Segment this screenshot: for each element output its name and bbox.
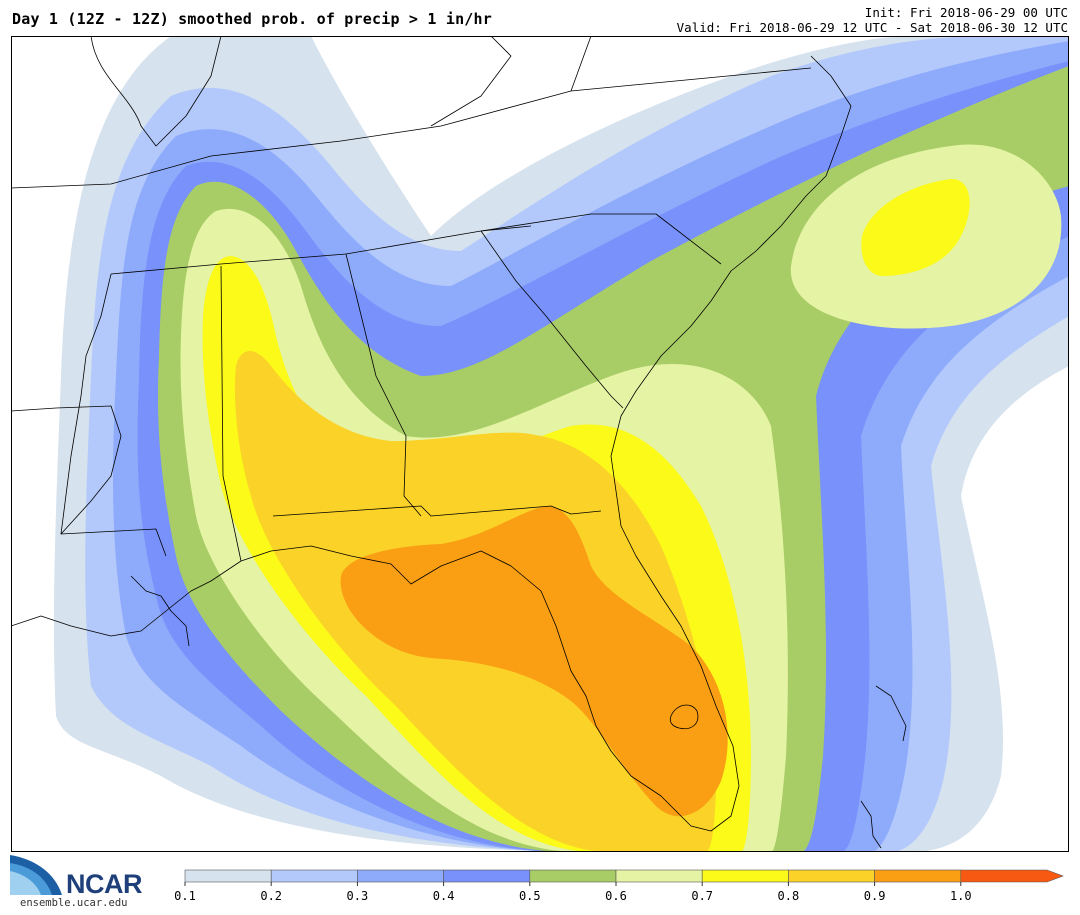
colorbar-tick-label: 0.3 xyxy=(347,889,369,903)
contour-0-9 xyxy=(340,506,728,817)
colorbar-tick-label: 0.4 xyxy=(433,889,455,903)
border-ga-sc-river xyxy=(480,230,624,409)
border-ar-ms xyxy=(60,273,112,535)
init-time: Init: Fri 2018-06-29 00 UTC xyxy=(864,5,1068,20)
ncar-logo: NCAR ensemble.ucar.edu xyxy=(10,855,170,911)
probability-map xyxy=(11,36,1069,852)
border-ms-al xyxy=(220,265,242,562)
border-kentucky-rivers xyxy=(90,36,222,147)
colorbar-segment xyxy=(960,869,1064,883)
colorbar-segment xyxy=(788,869,875,883)
site-url: ensemble.ucar.edu xyxy=(20,897,128,909)
probability-contours xyxy=(53,36,1069,852)
border-al-ga xyxy=(345,253,422,517)
border-fl-ga-al xyxy=(272,505,602,517)
colorbar-segment xyxy=(357,869,444,883)
colorbar-tick-label: 0.7 xyxy=(691,889,713,903)
colorbar-tick-label: 0.1 xyxy=(175,889,196,903)
border-la-ms xyxy=(55,405,167,557)
border-wv-va xyxy=(430,36,592,127)
colorbar-segment xyxy=(184,869,272,883)
border-nc-sc xyxy=(480,213,722,265)
colorbar-segment xyxy=(270,869,358,883)
colorbar-tick-label: 0.8 xyxy=(778,889,800,903)
colorbar-segment xyxy=(701,869,789,883)
colorbar-segment xyxy=(529,869,617,883)
colorbar-tick-label: 0.5 xyxy=(519,889,541,903)
lake-okeechobee xyxy=(669,704,699,730)
colorbar-segment xyxy=(443,869,531,883)
state-boundaries-and-coastlines xyxy=(11,36,907,849)
colorbar-tick-label: 0.9 xyxy=(864,889,886,903)
colorbar-tick-label: 1.0 xyxy=(950,889,972,903)
colorbar-segment xyxy=(615,869,703,883)
colorbar-tick-label: 0.6 xyxy=(605,889,627,903)
colorbar-tick-label: 0.2 xyxy=(260,889,282,903)
border-la-west xyxy=(11,407,57,412)
gulf-coastline xyxy=(11,55,852,832)
bahamas-coast xyxy=(860,685,907,849)
mississippi-delta xyxy=(130,575,190,647)
valid-time: Valid: Fri 2018-06-29 12 UTC - Sat 2018-… xyxy=(676,20,1068,35)
ncar-logo-text: NCAR xyxy=(66,869,143,899)
colorbar: 0.1 0.2 0.3 0.4 0.5 0.6 0.7 0.8 0.9 1.0 xyxy=(175,869,1064,903)
colorbar-segment xyxy=(874,869,962,883)
chart-title: Day 1 (12Z - 12Z) smoothed prob. of prec… xyxy=(12,10,492,28)
map-frame xyxy=(11,36,1069,852)
ncar-swoosh-icon xyxy=(10,855,62,895)
